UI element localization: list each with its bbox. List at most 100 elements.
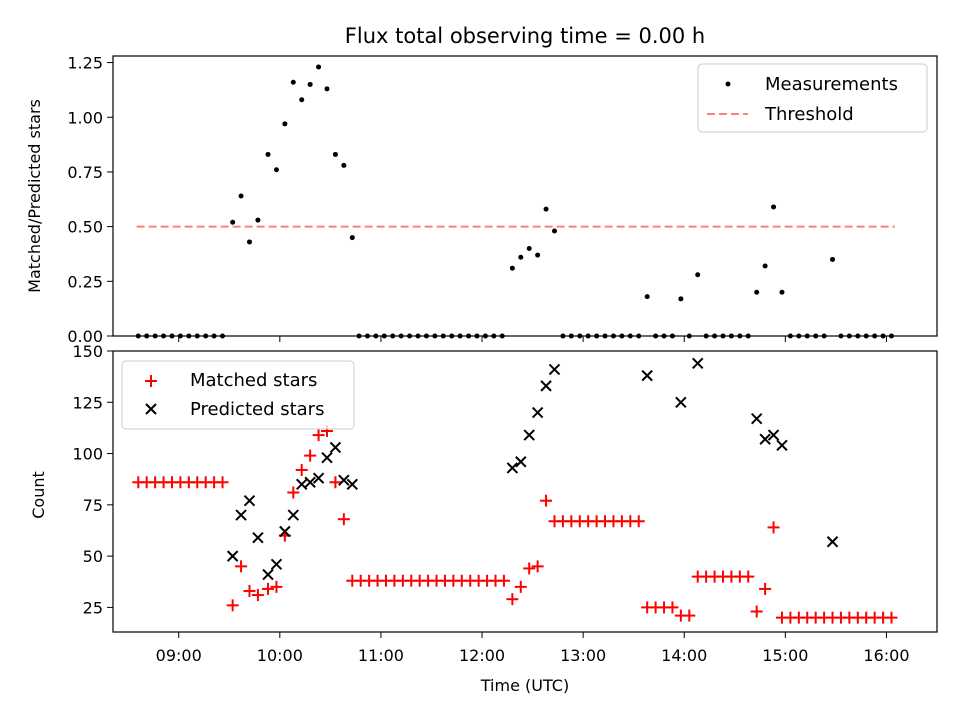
bottom-plot-frame — [112, 350, 938, 633]
predicted-point — [321, 451, 333, 464]
top-y-axis-label: Matched/Predicted stars — [25, 99, 44, 293]
measurement-point — [771, 204, 777, 210]
legend-measurements-label: Measurements — [765, 74, 898, 95]
measurement-point — [238, 193, 244, 199]
matched-point — [262, 582, 275, 595]
measurement-point — [307, 81, 313, 87]
measurement-point — [255, 217, 261, 223]
measurement-point — [762, 263, 768, 269]
matched-point — [540, 494, 553, 507]
measurement-point — [551, 228, 557, 234]
predicted-point — [262, 568, 274, 581]
matched-point — [235, 560, 248, 573]
bottom-legend: Matched stars Predicted stars — [121, 360, 355, 430]
top-y-tick-label: 0.25 — [67, 272, 103, 291]
matched-point — [531, 560, 544, 573]
matched-point — [767, 521, 780, 534]
predicted-point — [338, 474, 350, 486]
predicted-point — [776, 439, 788, 452]
measurement-point — [282, 121, 288, 127]
measurement-point — [830, 256, 836, 262]
matched-point — [226, 599, 239, 612]
bottom-x-tick-label: 16:00 — [863, 646, 909, 665]
predicted-point — [296, 478, 308, 491]
bottom-y-tick-label: 125 — [72, 393, 103, 412]
bottom-y-tick-label: 100 — [72, 445, 103, 464]
matched-point — [523, 562, 536, 575]
measurement-point — [543, 206, 549, 212]
predicted-point — [287, 509, 300, 521]
matched-point — [270, 580, 283, 593]
matched-point — [312, 429, 325, 442]
predicted-point — [675, 396, 687, 408]
predicted-point — [523, 429, 535, 441]
predicted-point — [279, 525, 291, 538]
measurement-point — [349, 235, 355, 241]
bottom-y-tick-label: 150 — [72, 342, 103, 361]
measurement-point — [644, 294, 650, 300]
predicted-point — [270, 558, 283, 571]
bottom-x-tick-label: 15:00 — [762, 646, 808, 665]
predicted-point — [506, 462, 519, 474]
top-legend-box — [697, 63, 928, 133]
bottom-x-tick-label: 13:00 — [560, 646, 606, 665]
top-panel: 0.00 0.25 0.50 0.75 1.00 1.25 Matched/Predict… — [25, 54, 938, 346]
top-y-tick-label: 0.75 — [67, 163, 103, 182]
bottom-x-axis-ticks: 09:00 10:00 11:00 12:00 13:00 14:00 15:00 16:00 — [156, 632, 910, 665]
measurement-point — [535, 252, 541, 258]
predicted-point — [826, 536, 839, 548]
bottom-x-tick-label: 11:00 — [358, 646, 404, 665]
predicted-point — [692, 357, 704, 370]
bottom-panel: 25 50 75 100 125 150 09:00 10:00 11:00 12:00 13:0… — [29, 342, 938, 695]
measurement-point — [316, 64, 322, 70]
predicted-point — [767, 429, 780, 441]
measurement-point — [332, 151, 338, 157]
measurement-point — [518, 254, 524, 260]
bottom-x-tick-label: 12:00 — [459, 646, 505, 665]
predicted-point — [226, 550, 239, 562]
legend-predicted-marker — [145, 403, 157, 415]
predicted-point — [515, 456, 527, 468]
measurement-point — [273, 167, 279, 173]
predicted-point — [346, 478, 358, 491]
measurement-point — [290, 79, 296, 85]
top-y-tick-label: 0.00 — [67, 327, 103, 346]
predicted-point — [329, 441, 342, 454]
top-legend: Measurements Threshold — [697, 63, 928, 133]
bottom-x-tick-label: 14:00 — [661, 646, 707, 665]
matched-point — [514, 580, 527, 593]
bottom-y-axis-ticks: 25 50 75 100 125 150 — [72, 342, 113, 617]
legend-matched-marker — [145, 375, 157, 387]
matched-point — [329, 476, 342, 489]
bottom-legend-box — [121, 360, 355, 430]
matched-point — [742, 570, 755, 583]
measurement-point — [265, 151, 271, 157]
bottom-x-tick-label: 10:00 — [257, 646, 303, 665]
matched-point — [759, 582, 772, 595]
predicted-point — [304, 476, 316, 488]
legend-matched-label: Matched stars — [190, 370, 317, 391]
top-y-tick-label: 0.50 — [67, 218, 103, 237]
predicted-point — [312, 472, 325, 484]
bottom-y-tick-label: 25 — [83, 598, 103, 617]
bottom-y-tick-label: 50 — [83, 547, 103, 566]
legend-measurements-marker — [725, 81, 731, 87]
predicted-point — [243, 495, 256, 507]
matched-point — [243, 584, 256, 597]
matched-point — [683, 609, 696, 622]
legend-threshold-label: Threshold — [764, 104, 854, 125]
matched-point — [750, 605, 763, 618]
measurement-point — [526, 246, 532, 251]
measurement-point — [779, 289, 785, 295]
matched-point — [632, 515, 645, 528]
bottom-x-tick-label: 09:00 — [156, 646, 202, 665]
predicted-point — [540, 380, 552, 392]
predicted-point — [548, 363, 561, 376]
bottom-y-tick-label: 75 — [83, 496, 103, 515]
matched-point — [337, 513, 350, 526]
matched-point — [497, 574, 510, 587]
top-y-tick-label: 1.25 — [67, 54, 103, 73]
predicted-point — [235, 509, 247, 521]
measurement-point — [230, 219, 236, 225]
measurement-point — [341, 162, 347, 168]
